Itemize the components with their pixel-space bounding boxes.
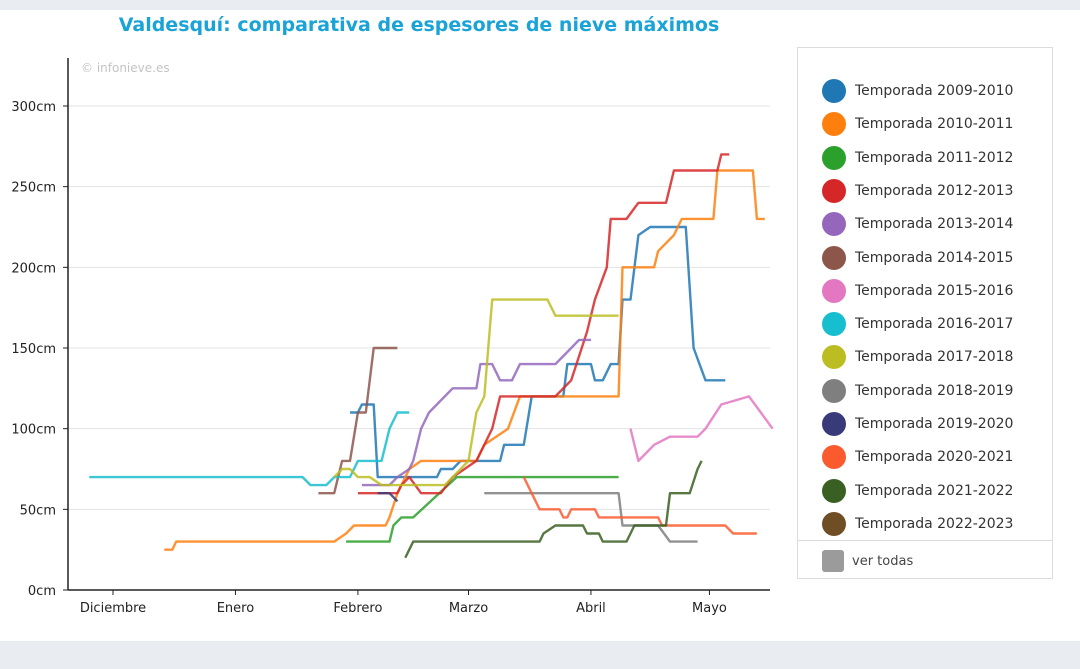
show-all-label: ver todas [852,553,914,569]
series-line-8 [333,298,619,487]
legend-item[interactable]: Temporada 2015-2016 [822,278,1013,304]
legend-label: Temporada 2020-2021 [855,449,1014,466]
show-all-button[interactable]: ver todas [822,548,913,574]
legend-swatch [822,178,846,203]
bottom-bar [0,641,1080,669]
legend-label: Temporada 2011-2012 [855,149,1014,166]
y-tick-label: 100cm [11,423,56,438]
x-tick-label: Diciembre [80,601,146,616]
y-tick-label: 200cm [11,261,56,276]
legend-item[interactable]: Temporada 2017-2018 [822,344,1013,370]
legend-swatch [822,445,846,470]
legend-swatch [822,278,846,303]
x-tick-label: Marzo [449,601,488,616]
series-line-3 [357,153,730,495]
x-tick-label: Enero [217,601,255,616]
legend-item[interactable]: Temporada 2022-2023 [822,511,1013,537]
legend-item[interactable]: Temporada 2013-2014 [822,211,1013,237]
legend-label: Temporada 2012-2013 [855,182,1014,199]
grid-layer [68,105,770,510]
legend-item[interactable]: Temporada 2016-2017 [822,311,1013,337]
legend-item[interactable]: Temporada 2021-2022 [822,478,1013,504]
chart-title: Valdesquí: comparativa de espesores de n… [118,14,720,36]
y-tick-label: 50cm [20,503,56,518]
legend-swatch [822,112,846,137]
series-line-12 [404,460,703,559]
legend-label: Temporada 2022-2023 [855,515,1014,532]
series-layer [89,153,774,559]
legend-item[interactable]: Temporada 2009-2010 [822,78,1013,104]
legend-swatch [822,79,846,103]
series-line-1 [164,169,765,551]
y-tick-label: 250cm [11,181,56,196]
y-tick-label: 0cm [28,584,56,599]
series-line-7 [89,411,410,487]
watermark-text: © infonieve.es [81,61,170,75]
series-line-6 [629,395,774,463]
legend-label: Temporada 2018-2019 [855,382,1014,399]
series-line-10 [377,492,399,503]
series-line-4 [361,338,591,487]
legend-swatch [822,412,846,436]
legend-swatch [822,478,846,503]
legend-item[interactable]: Temporada 2018-2019 [822,378,1013,404]
legend-divider [798,540,1052,541]
legend: Temporada 2009-2010 Temporada 2010-2011 Te… [797,47,1053,579]
series-line-2 [346,475,619,543]
series-line-0 [350,225,726,479]
legend-swatch [822,212,846,237]
legend-swatch [822,511,846,536]
legend-item[interactable]: Temporada 2020-2021 [822,444,1013,470]
y-tick-label: 150cm [11,342,56,357]
legend-swatch [822,145,846,170]
legend-label: Temporada 2014-2015 [855,249,1014,266]
show-all-swatch [822,550,844,572]
legend-label: Temporada 2019-2020 [855,416,1014,432]
series-line-5 [318,346,398,495]
legend-item[interactable]: Temporada 2019-2020 [822,411,1013,437]
legend-swatch [822,345,846,370]
y-tick-label: 300cm [11,100,56,115]
legend-swatch [822,312,846,337]
axis-layer: 0cm 50cm 100cm 150cm 200cm 250cm 300cm Diciembr… [11,58,770,616]
x-tick-label: Mayo [692,601,727,616]
series-line-11 [522,476,757,535]
legend-label: Temporada 2013-2014 [855,216,1014,233]
x-tick-label: Febrero [333,601,382,616]
legend-label: Temporada 2010-2011 [855,116,1014,133]
legend-item[interactable]: Temporada 2010-2011 [822,111,1013,137]
legend-label: Temporada 2015-2016 [855,282,1014,299]
legend-swatch [822,378,846,403]
legend-label: Temporada 2009-2010 [855,83,1014,99]
legend-label: Temporada 2016-2017 [855,316,1014,333]
legend-item[interactable]: Temporada 2011-2012 [822,145,1013,171]
legend-item[interactable]: Temporada 2014-2015 [822,245,1013,271]
legend-item[interactable]: Temporada 2012-2013 [822,178,1013,204]
legend-swatch [822,245,846,270]
legend-label: Temporada 2017-2018 [855,349,1014,366]
x-tick-label: Abril [576,601,606,616]
legend-label: Temporada 2021-2022 [855,482,1014,499]
